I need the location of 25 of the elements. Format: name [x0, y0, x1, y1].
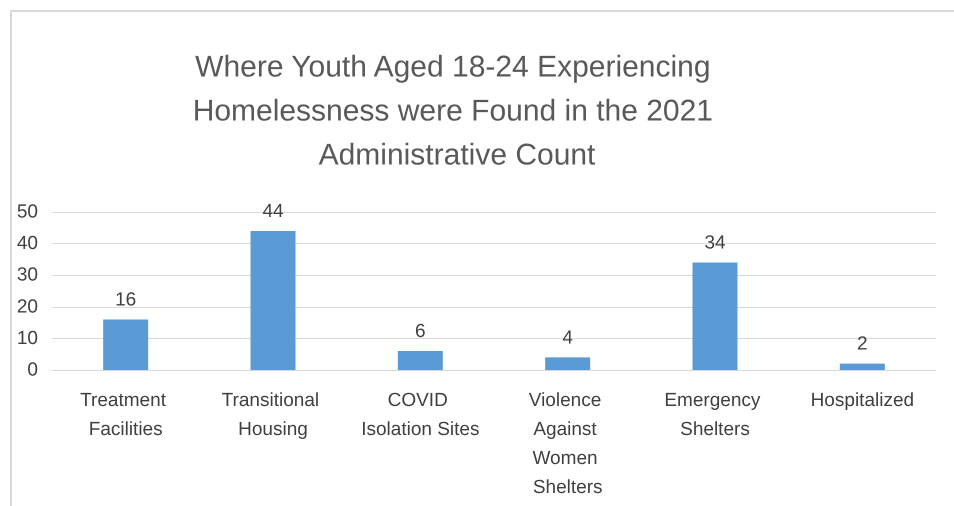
bar	[250, 230, 296, 370]
x-tick-label: Transitional Housing	[222, 390, 324, 440]
data-label: 4	[562, 327, 574, 348]
y-tick-label: 40	[16, 233, 38, 254]
x-tick-label: Violence Against Women Shelters	[528, 390, 607, 498]
x-tick-label: Emergency Shelters	[664, 390, 766, 440]
y-tick-label: 0	[27, 360, 38, 380]
y-tick-label: 30	[16, 264, 38, 286]
data-label: 34	[704, 232, 726, 254]
y-tick-label: 20	[16, 296, 38, 318]
bar	[545, 357, 590, 370]
x-tick-label: COVID Isolation Sites	[361, 390, 480, 440]
x-tick-label: Hospitalized	[810, 390, 914, 411]
data-label: 44	[262, 200, 284, 222]
bar	[103, 319, 148, 370]
bar	[398, 351, 443, 370]
x-tick-label: Treatment Facilities	[80, 390, 172, 440]
y-tick-label: 10	[16, 328, 38, 349]
data-label: 2	[857, 334, 868, 355]
chart-title: Where Youth Aged 18-24 Experiencing Homelessness were Found in the 2021 Administrative Count	[192, 50, 722, 172]
data-label: 6	[415, 321, 426, 342]
bar	[840, 364, 885, 370]
data-label: 16	[115, 289, 136, 310]
y-tick-label: 50	[16, 202, 38, 222]
bar	[692, 262, 738, 370]
